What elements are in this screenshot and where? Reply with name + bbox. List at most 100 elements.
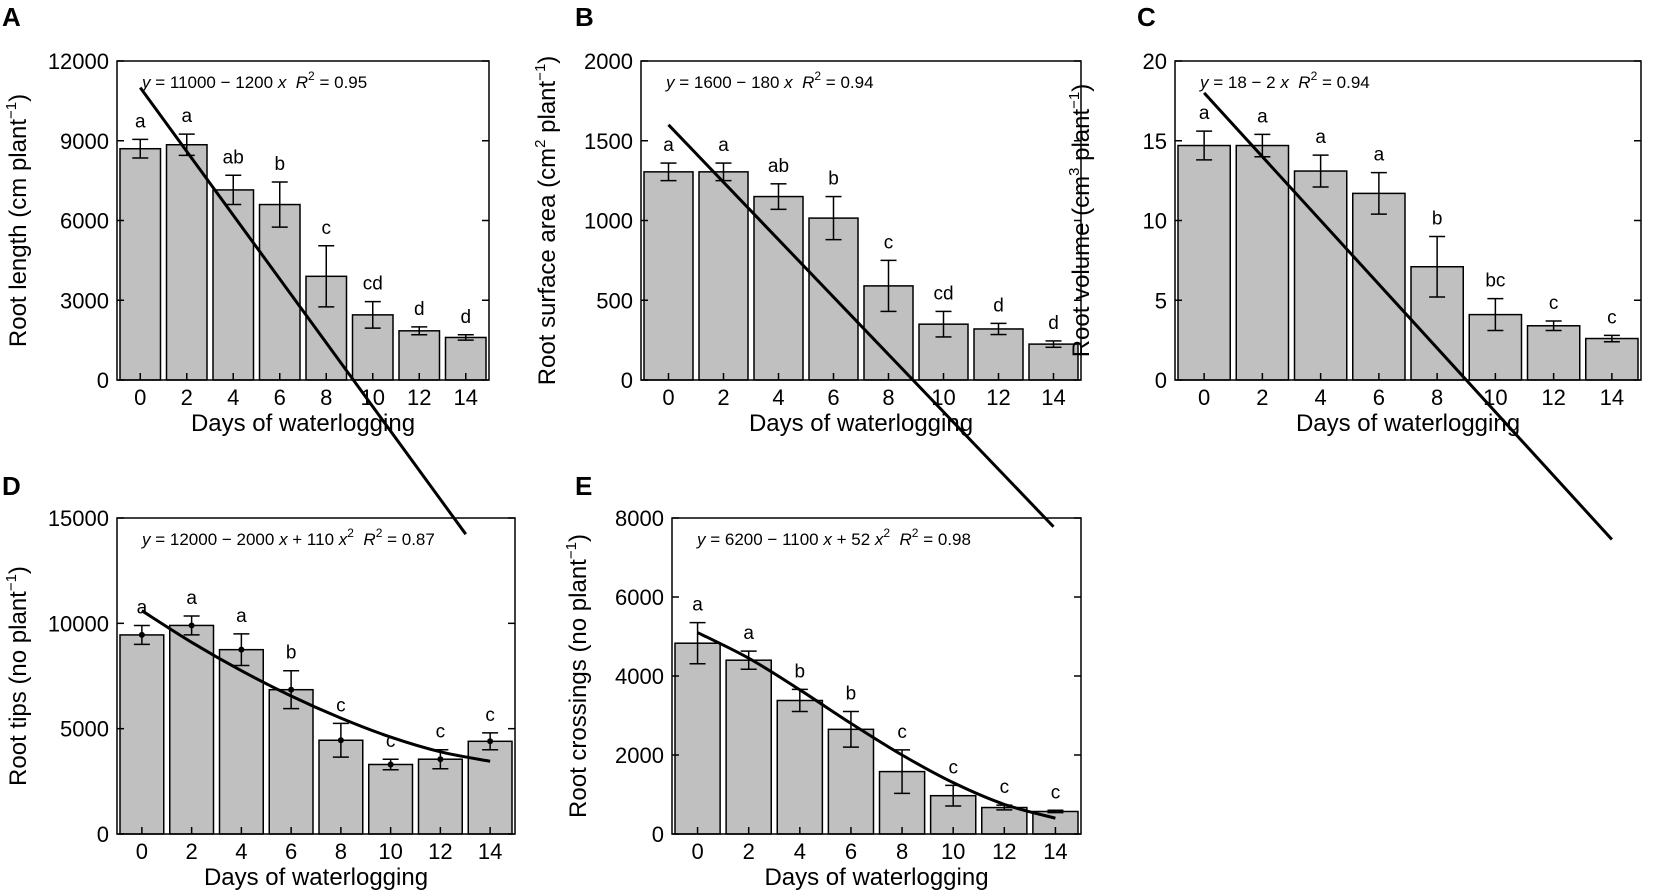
bar-day-4 [1293,170,1348,381]
x-tick-label: 0 [134,385,146,410]
eq-y: y [1199,73,1210,92]
x-axis-title: Days of waterlogging [191,410,415,437]
y-tick-label: 15000 [48,506,109,531]
y-axis-title-end: ) [5,94,32,102]
x-axis-title: Days of waterlogging [204,864,428,891]
y-tick-label: 4000 [615,664,664,689]
fit-curve [1203,91,1613,541]
eq-rhs: = 1600 − 180 [675,73,785,92]
fit-curve [139,86,467,536]
y-tick-label: 1500 [584,129,633,154]
y-tick-label: 6000 [60,209,109,234]
significance-letter: a [186,588,197,609]
eq-space [354,530,363,549]
eq-r-val: = 0.94 [1317,73,1369,92]
y-tick-label: 6000 [615,585,664,610]
eq-r-val: = 0.94 [821,73,873,92]
eq-x2-sup: 2 [347,526,354,540]
eq-r-val: = 0.95 [315,73,367,92]
x-tick-label: 2 [717,385,729,410]
bar-day-2 [698,171,749,381]
eq-mid: + 110 [288,530,339,549]
fit-curve [667,123,1055,528]
y-tick-label: 3000 [60,288,109,313]
y-axis-title-sup: 2 [532,140,549,148]
significance-letter: b [274,154,285,175]
eq-x: x [277,73,287,92]
eq-y: y [141,73,152,92]
y-tick-label: 500 [596,288,633,313]
significance-letter: a [663,135,674,156]
significance-letter: c [386,731,396,752]
bar-day-14 [467,740,513,835]
eq-r: R [363,530,375,549]
significance-letter: a [236,606,247,627]
regression-equation: y = 11000 − 1200 x R2 = 0.95 [141,69,367,92]
significance-letter: d [460,307,471,328]
significance-letter: ab [768,156,789,177]
eq-r: R [900,530,912,549]
significance-letter: b [1432,208,1443,229]
y-axis-title-end: ) [565,534,592,542]
significance-letter: c [897,722,907,743]
significance-letter: a [1199,103,1210,124]
x-tick-label: 10 [941,839,965,864]
regression-equation: y = 12000 − 2000 x + 110 x2 R2 = 0.87 [141,526,435,549]
significance-letter: d [414,299,425,320]
y-axis-title-end: ) [5,566,32,574]
x-tick-label: 4 [227,385,239,410]
mean-marker [188,622,195,629]
eq-rhs: = 11000 − 1200 [151,73,278,92]
eq-mid: + 52 [832,530,875,549]
y-tick-label: 10000 [48,611,109,636]
plot-frame [116,517,516,835]
panel-label: B [575,2,594,32]
regression-equation: y = 6200 − 1100 x + 52 x2 R2 = 0.98 [696,526,971,549]
x-tick-label: 4 [235,839,247,864]
eq-space [793,73,802,92]
x-tick-label: 4 [772,385,784,410]
panel-E: Ea a b b c c c c 0 2000 4000 6000 8000 0 2 4 6 8 10 12 14 Day… [563,471,1082,891]
bar-day-2 [165,143,208,381]
eq-r-sup: 2 [1311,69,1318,83]
bar-day-6 [268,688,314,835]
x-tick-label: 6 [845,839,857,864]
bar-day-0 [674,642,721,835]
mean-marker [337,737,344,744]
eq-x: x [278,530,288,549]
fit-curve [141,609,491,763]
x-tick-label: 12 [407,385,431,410]
eq-r-sup: 2 [912,526,919,540]
y-tick-label: 0 [97,368,109,393]
y-axis-title-sup: 3 [1066,168,1083,176]
significance-letter: b [846,684,857,705]
bar-day-4 [753,195,804,381]
significance-letter: a [1315,127,1326,148]
eq-x2: x [874,530,884,549]
y-axis-title-sup2: −1 [532,64,549,81]
x-tick-label: 10 [378,839,402,864]
x-tick-label: 14 [454,385,478,410]
panel-label: E [575,471,592,501]
bar-day-4 [212,189,255,381]
y-axis-title: Root length (cm plant−1) [3,94,32,347]
x-tick-label: 6 [274,385,286,410]
y-axis-title-text: Root tips (no plant [5,591,32,786]
eq-x2-sup: 2 [883,526,890,540]
y-axis-title-text: Root volume (cm [1068,176,1095,357]
y-axis-title-end: ) [1068,84,1095,92]
eq-y: y [141,530,152,549]
panel-D: Da a a b c c c c 0 5000 10000 15000 0 2 4 6 8 10 12 14 Days … [2,471,516,891]
y-axis-title-sup: −1 [3,574,20,591]
eq-r: R [296,73,308,92]
x-tick-label: 8 [335,839,347,864]
mean-marker [238,646,245,653]
bar-day-6 [258,203,301,381]
bar-day-0 [1177,144,1231,381]
significance-letter: c [884,232,894,253]
y-tick-label: 5 [1155,288,1167,313]
eq-r-sup: 2 [814,69,821,83]
x-tick-label: 4 [794,839,806,864]
x-tick-label: 0 [662,385,674,410]
